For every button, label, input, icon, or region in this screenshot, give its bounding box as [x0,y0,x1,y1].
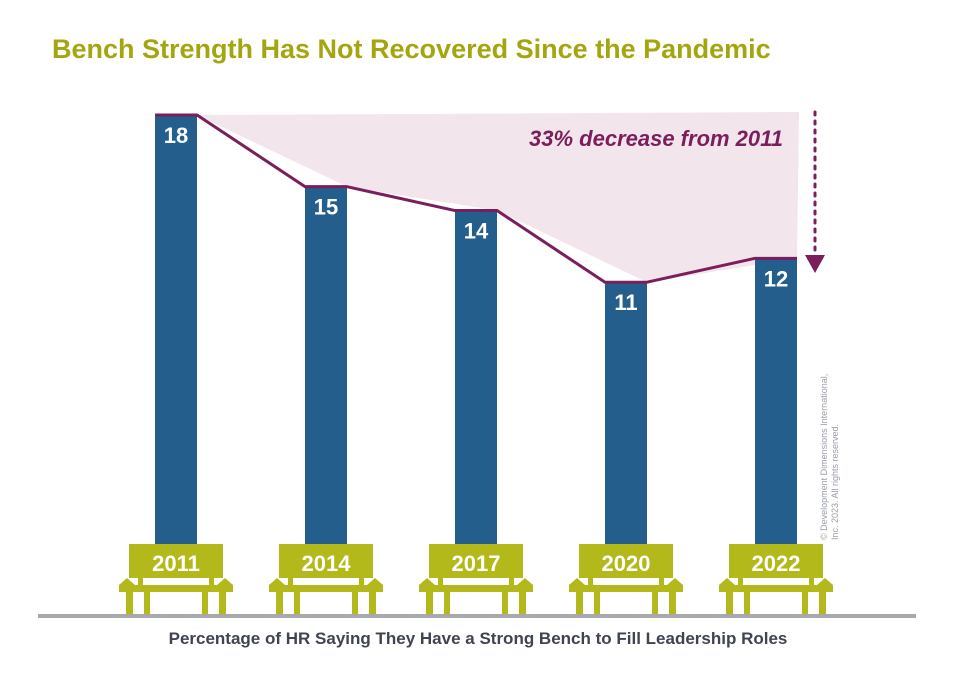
bench-2022: 2022 [719,544,833,615]
copyright-line-1: © Development Dimensions International, [819,373,829,540]
bench-2017: 2017 [419,544,533,615]
value-label-2017: 14 [464,219,489,244]
decrease-annotation: 33% decrease from 2011 [529,126,783,151]
copyright-notice: © Development Dimensions International, … [819,360,841,540]
bench-2014: 2014 [269,544,383,615]
floor-line [38,614,916,618]
bar-2017 [455,210,497,561]
value-label-2020: 11 [614,290,637,315]
x-tick-label-2020: 2020 [602,551,651,576]
bench-2011: 2011 [119,544,233,615]
bar-2011 [155,115,197,560]
chart-title: Bench Strength Has Not Recovered Since t… [52,34,771,64]
value-label-2022: 12 [764,266,788,291]
copyright-line-2: Inc. 2023. All rights reserved. [830,423,840,540]
x-tick-label-2014: 2014 [302,551,352,576]
trend-line [155,113,797,284]
bar-2014 [305,186,347,560]
decrease-shading [155,112,799,283]
bench-2020: 2020 [569,544,683,615]
value-label-2011: 18 [164,123,188,148]
x-axis-label: Percentage of HR Saying They Have a Stro… [168,629,788,648]
value-label-2014: 15 [314,195,338,220]
bar-2020 [605,282,647,560]
x-tick-label-2011: 2011 [152,551,200,576]
x-tick-label-2017: 2017 [452,551,501,576]
bar-2022 [755,258,797,560]
x-tick-label-2022: 2022 [752,551,801,576]
arrow-head-icon [805,255,825,273]
